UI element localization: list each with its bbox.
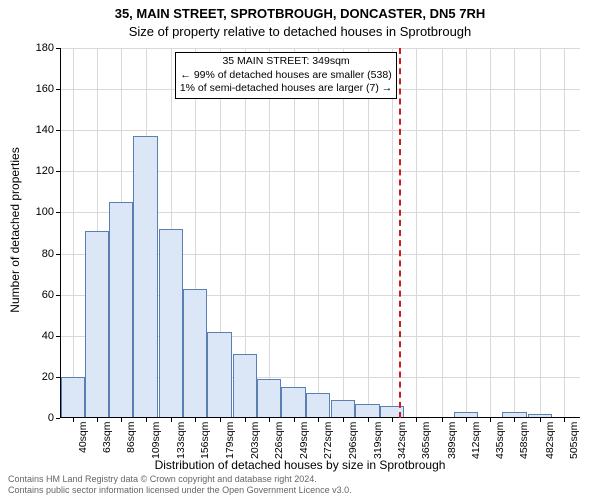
xtick-label: 40sqm <box>77 421 89 453</box>
ytick-label: 20 <box>14 371 54 383</box>
ytick-mark <box>56 336 60 337</box>
xtick-label: 179sqm <box>224 421 236 458</box>
chart-title-address: 35, MAIN STREET, SPROTBROUGH, DONCASTER,… <box>0 6 600 21</box>
xtick-label: 63sqm <box>101 421 113 453</box>
xtick-mark <box>540 418 541 422</box>
xtick-mark <box>466 418 467 422</box>
xtick-mark <box>392 418 393 422</box>
xtick-label: 109sqm <box>150 421 162 458</box>
chart-title-desc: Size of property relative to detached ho… <box>0 24 600 39</box>
xtick-label: 203sqm <box>249 421 261 458</box>
xtick-label: 156sqm <box>199 421 211 458</box>
marker-line <box>399 48 401 418</box>
xtick-label: 365sqm <box>420 421 432 458</box>
plot-frame <box>60 48 580 418</box>
xtick-mark <box>343 418 344 422</box>
footer: Contains HM Land Registry data © Crown c… <box>8 474 592 497</box>
xtick-mark <box>269 418 270 422</box>
xtick-mark <box>294 418 295 422</box>
annotation-line1: 35 MAIN STREET: 349sqm <box>180 55 392 69</box>
xtick-label: 342sqm <box>396 421 408 458</box>
annotation-line2: ← 99% of detached houses are smaller (53… <box>180 69 392 83</box>
ytick-label: 120 <box>14 165 54 177</box>
ytick-label: 100 <box>14 206 54 218</box>
xtick-label: 482sqm <box>544 421 556 458</box>
xtick-mark <box>73 418 74 422</box>
xtick-mark <box>318 418 319 422</box>
xtick-mark <box>220 418 221 422</box>
xtick-label: 296sqm <box>347 421 359 458</box>
xtick-label: 249sqm <box>298 421 310 458</box>
ytick-label: 180 <box>14 42 54 54</box>
xtick-label: 505sqm <box>568 421 580 458</box>
ytick-mark <box>56 171 60 172</box>
footer-line1: Contains HM Land Registry data © Crown c… <box>8 474 592 485</box>
ytick-label: 40 <box>14 330 54 342</box>
xtick-mark <box>416 418 417 422</box>
xtick-mark <box>97 418 98 422</box>
xtick-label: 435sqm <box>494 421 506 458</box>
xtick-label: 458sqm <box>518 421 530 458</box>
ytick-label: 160 <box>14 83 54 95</box>
ytick-mark <box>56 130 60 131</box>
xtick-mark <box>490 418 491 422</box>
xtick-mark <box>146 418 147 422</box>
xtick-mark <box>121 418 122 422</box>
ytick-mark <box>56 377 60 378</box>
ytick-mark <box>56 212 60 213</box>
xtick-mark <box>514 418 515 422</box>
xtick-label: 133sqm <box>175 421 187 458</box>
footer-line2: Contains public sector information licen… <box>8 485 592 496</box>
annotation-line3: 1% of semi-detached houses are larger (7… <box>180 82 392 96</box>
xtick-mark <box>368 418 369 422</box>
ytick-mark <box>56 254 60 255</box>
xtick-mark <box>245 418 246 422</box>
xtick-mark <box>442 418 443 422</box>
xtick-label: 389sqm <box>446 421 458 458</box>
x-axis-label: Distribution of detached houses by size … <box>0 458 600 472</box>
ytick-label: 60 <box>14 289 54 301</box>
xtick-mark <box>564 418 565 422</box>
ytick-label: 80 <box>14 248 54 260</box>
ytick-mark <box>56 418 60 419</box>
xtick-label: 319sqm <box>372 421 384 458</box>
xtick-mark <box>171 418 172 422</box>
xtick-mark <box>195 418 196 422</box>
xtick-label: 412sqm <box>470 421 482 458</box>
ytick-label: 0 <box>14 412 54 424</box>
ytick-label: 140 <box>14 124 54 136</box>
ytick-mark <box>56 89 60 90</box>
ytick-mark <box>56 295 60 296</box>
chart-container: 35, MAIN STREET, SPROTBROUGH, DONCASTER,… <box>0 0 600 500</box>
plot-area: 40sqm63sqm86sqm109sqm133sqm156sqm179sqm2… <box>60 48 580 418</box>
ytick-mark <box>56 48 60 49</box>
xtick-label: 86sqm <box>125 421 137 453</box>
xtick-label: 272sqm <box>322 421 334 458</box>
annotation-box: 35 MAIN STREET: 349sqm ← 99% of detached… <box>175 52 397 99</box>
xtick-label: 226sqm <box>273 421 285 458</box>
